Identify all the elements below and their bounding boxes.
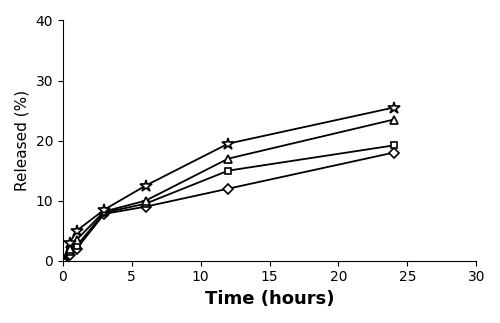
Y-axis label: Released (%): Released (%) <box>15 90 30 191</box>
X-axis label: Time (hours): Time (hours) <box>205 290 334 308</box>
